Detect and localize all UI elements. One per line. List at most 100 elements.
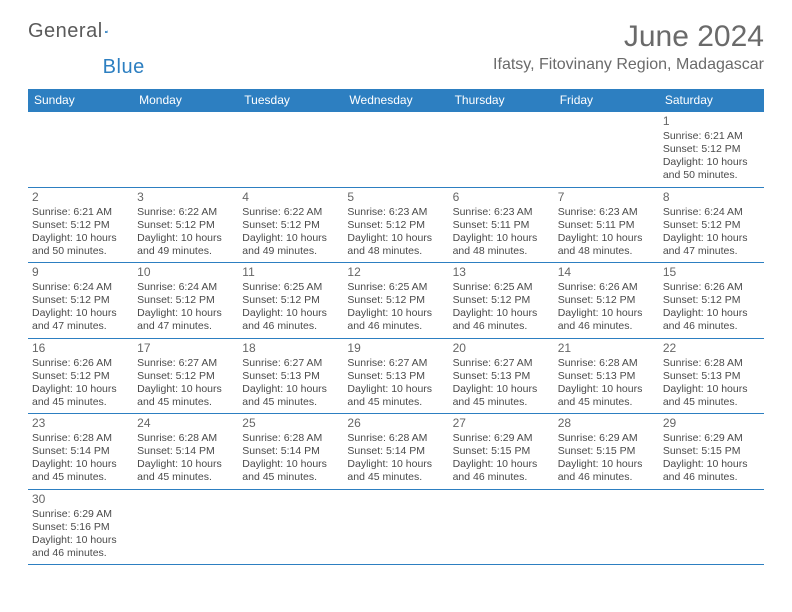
calendar-empty	[343, 112, 448, 188]
sunrise-text: Sunrise: 6:28 AM	[137, 432, 234, 445]
daylight-text: Daylight: 10 hours and 45 minutes.	[32, 458, 129, 484]
calendar-day: 4Sunrise: 6:22 AMSunset: 5:12 PMDaylight…	[238, 187, 343, 263]
day-number: 12	[347, 265, 444, 280]
daylight-text: Daylight: 10 hours and 47 minutes.	[137, 307, 234, 333]
sunset-text: Sunset: 5:11 PM	[558, 219, 655, 232]
sunset-text: Sunset: 5:12 PM	[137, 219, 234, 232]
calendar-week: 1Sunrise: 6:21 AMSunset: 5:12 PMDaylight…	[28, 112, 764, 188]
flag-icon	[105, 23, 109, 41]
calendar-day: 8Sunrise: 6:24 AMSunset: 5:12 PMDaylight…	[659, 187, 764, 263]
sunrise-text: Sunrise: 6:23 AM	[453, 206, 550, 219]
calendar-empty	[133, 489, 238, 565]
sunset-text: Sunset: 5:13 PM	[663, 370, 760, 383]
calendar-day: 30Sunrise: 6:29 AMSunset: 5:16 PMDayligh…	[28, 489, 133, 565]
calendar-day: 3Sunrise: 6:22 AMSunset: 5:12 PMDaylight…	[133, 187, 238, 263]
day-number: 29	[663, 416, 760, 431]
daylight-text: Daylight: 10 hours and 48 minutes.	[347, 232, 444, 258]
sunset-text: Sunset: 5:12 PM	[242, 294, 339, 307]
day-number: 13	[453, 265, 550, 280]
calendar-day: 13Sunrise: 6:25 AMSunset: 5:12 PMDayligh…	[449, 263, 554, 339]
day-number: 30	[32, 492, 129, 507]
sunset-text: Sunset: 5:14 PM	[137, 445, 234, 458]
day-number: 8	[663, 190, 760, 205]
sunset-text: Sunset: 5:12 PM	[32, 219, 129, 232]
sunrise-text: Sunrise: 6:27 AM	[347, 357, 444, 370]
daylight-text: Daylight: 10 hours and 45 minutes.	[663, 383, 760, 409]
day-number: 16	[32, 341, 129, 356]
sunrise-text: Sunrise: 6:26 AM	[32, 357, 129, 370]
calendar-day: 28Sunrise: 6:29 AMSunset: 5:15 PMDayligh…	[554, 414, 659, 490]
calendar-body: 1Sunrise: 6:21 AMSunset: 5:12 PMDaylight…	[28, 112, 764, 565]
calendar-week: 9Sunrise: 6:24 AMSunset: 5:12 PMDaylight…	[28, 263, 764, 339]
calendar-day: 18Sunrise: 6:27 AMSunset: 5:13 PMDayligh…	[238, 338, 343, 414]
calendar-day: 21Sunrise: 6:28 AMSunset: 5:13 PMDayligh…	[554, 338, 659, 414]
calendar-empty	[554, 489, 659, 565]
sunrise-text: Sunrise: 6:21 AM	[32, 206, 129, 219]
sunset-text: Sunset: 5:12 PM	[32, 370, 129, 383]
daylight-text: Daylight: 10 hours and 50 minutes.	[663, 156, 760, 182]
daylight-text: Daylight: 10 hours and 46 minutes.	[453, 458, 550, 484]
day-number: 19	[347, 341, 444, 356]
day-number: 18	[242, 341, 339, 356]
sunrise-text: Sunrise: 6:25 AM	[453, 281, 550, 294]
day-header: Saturday	[659, 89, 764, 112]
calendar-day: 24Sunrise: 6:28 AMSunset: 5:14 PMDayligh…	[133, 414, 238, 490]
calendar-empty	[238, 112, 343, 188]
calendar-day: 27Sunrise: 6:29 AMSunset: 5:15 PMDayligh…	[449, 414, 554, 490]
daylight-text: Daylight: 10 hours and 48 minutes.	[453, 232, 550, 258]
sunset-text: Sunset: 5:13 PM	[347, 370, 444, 383]
calendar-day: 14Sunrise: 6:26 AMSunset: 5:12 PMDayligh…	[554, 263, 659, 339]
daylight-text: Daylight: 10 hours and 45 minutes.	[242, 383, 339, 409]
calendar-day: 23Sunrise: 6:28 AMSunset: 5:14 PMDayligh…	[28, 414, 133, 490]
sunset-text: Sunset: 5:12 PM	[137, 370, 234, 383]
calendar-day: 15Sunrise: 6:26 AMSunset: 5:12 PMDayligh…	[659, 263, 764, 339]
calendar-empty	[28, 112, 133, 188]
calendar-day: 22Sunrise: 6:28 AMSunset: 5:13 PMDayligh…	[659, 338, 764, 414]
day-number: 27	[453, 416, 550, 431]
sunrise-text: Sunrise: 6:27 AM	[453, 357, 550, 370]
calendar-day: 29Sunrise: 6:29 AMSunset: 5:15 PMDayligh…	[659, 414, 764, 490]
daylight-text: Daylight: 10 hours and 47 minutes.	[663, 232, 760, 258]
calendar-day: 10Sunrise: 6:24 AMSunset: 5:12 PMDayligh…	[133, 263, 238, 339]
calendar-week: 16Sunrise: 6:26 AMSunset: 5:12 PMDayligh…	[28, 338, 764, 414]
daylight-text: Daylight: 10 hours and 46 minutes.	[558, 458, 655, 484]
daylight-text: Daylight: 10 hours and 47 minutes.	[32, 307, 129, 333]
daylight-text: Daylight: 10 hours and 46 minutes.	[242, 307, 339, 333]
sunrise-text: Sunrise: 6:24 AM	[32, 281, 129, 294]
calendar-week: 23Sunrise: 6:28 AMSunset: 5:14 PMDayligh…	[28, 414, 764, 490]
calendar-day: 20Sunrise: 6:27 AMSunset: 5:13 PMDayligh…	[449, 338, 554, 414]
sunrise-text: Sunrise: 6:28 AM	[347, 432, 444, 445]
sunset-text: Sunset: 5:16 PM	[32, 521, 129, 534]
sunrise-text: Sunrise: 6:25 AM	[242, 281, 339, 294]
daylight-text: Daylight: 10 hours and 50 minutes.	[32, 232, 129, 258]
day-number: 23	[32, 416, 129, 431]
calendar-day: 5Sunrise: 6:23 AMSunset: 5:12 PMDaylight…	[343, 187, 448, 263]
day-number: 28	[558, 416, 655, 431]
sunrise-text: Sunrise: 6:28 AM	[32, 432, 129, 445]
sunrise-text: Sunrise: 6:26 AM	[663, 281, 760, 294]
sunrise-text: Sunrise: 6:29 AM	[32, 508, 129, 521]
calendar-day: 11Sunrise: 6:25 AMSunset: 5:12 PMDayligh…	[238, 263, 343, 339]
calendar-day: 26Sunrise: 6:28 AMSunset: 5:14 PMDayligh…	[343, 414, 448, 490]
calendar-empty	[554, 112, 659, 188]
sunset-text: Sunset: 5:12 PM	[663, 219, 760, 232]
calendar-empty	[449, 112, 554, 188]
title-block: June 2024 Ifatsy, Fitovinany Region, Mad…	[493, 20, 764, 74]
calendar-day: 16Sunrise: 6:26 AMSunset: 5:12 PMDayligh…	[28, 338, 133, 414]
day-number: 6	[453, 190, 550, 205]
calendar-empty	[343, 489, 448, 565]
day-number: 7	[558, 190, 655, 205]
day-header: Monday	[133, 89, 238, 112]
brand-name-2: Blue	[103, 56, 145, 79]
sunrise-text: Sunrise: 6:23 AM	[558, 206, 655, 219]
sunrise-text: Sunrise: 6:29 AM	[558, 432, 655, 445]
sunrise-text: Sunrise: 6:28 AM	[558, 357, 655, 370]
sunset-text: Sunset: 5:15 PM	[453, 445, 550, 458]
day-header: Sunday	[28, 89, 133, 112]
daylight-text: Daylight: 10 hours and 49 minutes.	[242, 232, 339, 258]
month-title: June 2024	[493, 20, 764, 54]
brand-logo: General	[28, 20, 127, 43]
sunrise-text: Sunrise: 6:26 AM	[558, 281, 655, 294]
daylight-text: Daylight: 10 hours and 46 minutes.	[347, 307, 444, 333]
brand-name-1: General	[28, 20, 103, 43]
